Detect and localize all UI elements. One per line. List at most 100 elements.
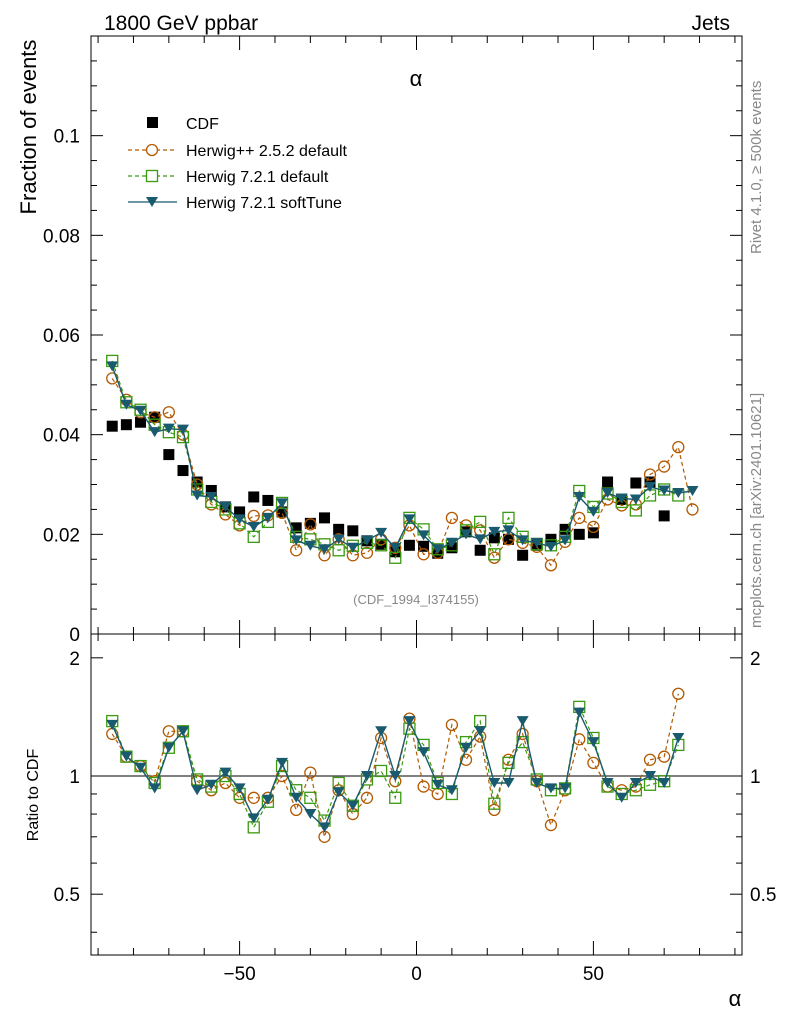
y-tick-label: 0.04 [43,426,80,447]
legend-item-softtune: Herwig 7.2.1 softTune [128,195,342,212]
data-point-herwig721 [601,487,614,500]
y-zero-label: 0 [69,625,80,646]
ratio-point-herwigpp [544,818,558,832]
data-point-CDF [163,449,175,461]
data-point-herwig721 [275,496,289,510]
data-point-herwigpp [304,518,317,531]
ratio-point-herwigpp [162,725,175,738]
data-point-softtune [417,530,430,541]
x-tick-label: 50 [583,964,604,985]
legend-item-herwig721: Herwig 7.2.1 default [128,169,329,186]
data-point-herwig721 [374,539,388,552]
ratio-point-softtune [644,771,657,782]
ratio-point-softtune [276,757,289,768]
y-tick-label: 0.08 [43,226,80,247]
ratio-point-softtune [488,777,501,788]
ratio-point-softtune [672,732,685,743]
data-point-softtune [247,521,260,532]
series-line-softtune [111,366,693,551]
data-point-softtune [573,491,586,502]
ratio-y-axis-label: Ratio to CDF [25,749,42,842]
data-point-softtune [205,491,218,502]
ratio-point-softtune [332,787,345,798]
legend-label-herwig721: Herwig 7.2.1 default [186,169,329,186]
ratio-point-herwig721 [346,799,359,812]
ratio-point-softtune [445,785,458,796]
ratio-point-herwigpp [643,753,657,766]
data-point-softtune [431,544,444,555]
data-point-softtune [304,540,317,551]
x-tick-label: 0 [411,964,422,985]
y-axis-label: Fraction of events [16,40,41,215]
ratio-point-softtune [148,783,161,794]
ratio-point-herwigpp [360,791,374,804]
x-axis-label: α [729,986,742,1011]
data-point-CDF [248,491,260,503]
data-point-herwigpp [686,503,699,516]
ratio-point-herwig721 [162,741,175,754]
legend-item-cdf: CDF [147,116,219,133]
legend-marker-herwig721 [145,169,159,183]
ratio-y-tick-label: 1 [69,767,80,788]
ratio-point-softtune [573,707,586,718]
data-point-herwigpp [573,511,586,525]
legend-marker-cdf [147,117,158,128]
data-point-softtune [134,405,147,416]
data-point-softtune [332,534,345,545]
data-point-softtune [445,537,458,548]
mcplots-label: mcplots.cern.ch [arXiv:2401.10621] [748,393,765,628]
data-point-softtune [261,512,274,523]
data-point-CDF [191,476,203,488]
ratio-point-herwigpp [672,687,685,700]
data-point-CDF [304,517,316,529]
x-tick-label: −50 [223,964,255,985]
ratio-point-softtune [417,747,430,758]
data-point-CDF [234,506,246,518]
y-tick-label: 0.1 [54,127,80,148]
ratio-point-herwigpp [587,756,600,770]
ratio-point-herwigpp [318,830,331,843]
data-point-softtune [290,535,303,546]
ratio-y-tick-label: 2 [69,649,80,670]
ratio-panel-frame [90,633,743,956]
ratio-point-softtune [559,783,572,794]
data-point-softtune [601,487,614,498]
data-point-softtune [276,498,289,509]
data-point-softtune [162,423,175,434]
legend-label-herwigpp: Herwig++ 2.5.2 default [186,143,348,160]
data-point-herwigpp [389,541,402,554]
ratio-point-softtune [233,783,246,794]
ratio-point-softtune [162,742,175,753]
ratio-point-softtune [516,716,529,727]
ratio-point-softtune [601,777,614,788]
data-point-herwigpp [643,468,657,481]
y-tick-label: 0.06 [43,326,80,347]
ratio-point-herwig721 [389,791,402,804]
header-right: Jets [691,12,730,35]
ratio-point-softtune [290,792,303,803]
data-point-herwigpp [672,440,685,454]
ratio-y-tick-label-right: 1 [750,767,761,788]
ratio-point-softtune [134,762,147,773]
data-point-CDF [177,465,189,477]
data-point-softtune [615,493,628,504]
data-point-softtune [516,535,529,546]
ratio-point-herwigpp [304,766,317,779]
ratio-point-softtune [205,779,218,790]
data-point-softtune [191,490,204,501]
data-point-CDF [630,477,642,489]
data-point-CDF [573,528,585,540]
data-point-herwigpp [544,559,558,572]
data-point-CDF [403,539,415,551]
data-point-CDF [559,523,571,535]
data-point-softtune [148,427,161,438]
ratio-point-herwig721 [502,756,515,770]
ratio-line-herwig721 [111,704,679,829]
ratio-point-softtune [106,719,119,730]
data-point-herwig721 [488,548,501,561]
data-point-softtune [460,529,473,540]
ratio-point-herwig721 [488,797,501,810]
data-point-softtune [488,526,501,537]
data-point-softtune [176,424,189,435]
ratio-y-tick-label-right: 2 [750,649,761,670]
